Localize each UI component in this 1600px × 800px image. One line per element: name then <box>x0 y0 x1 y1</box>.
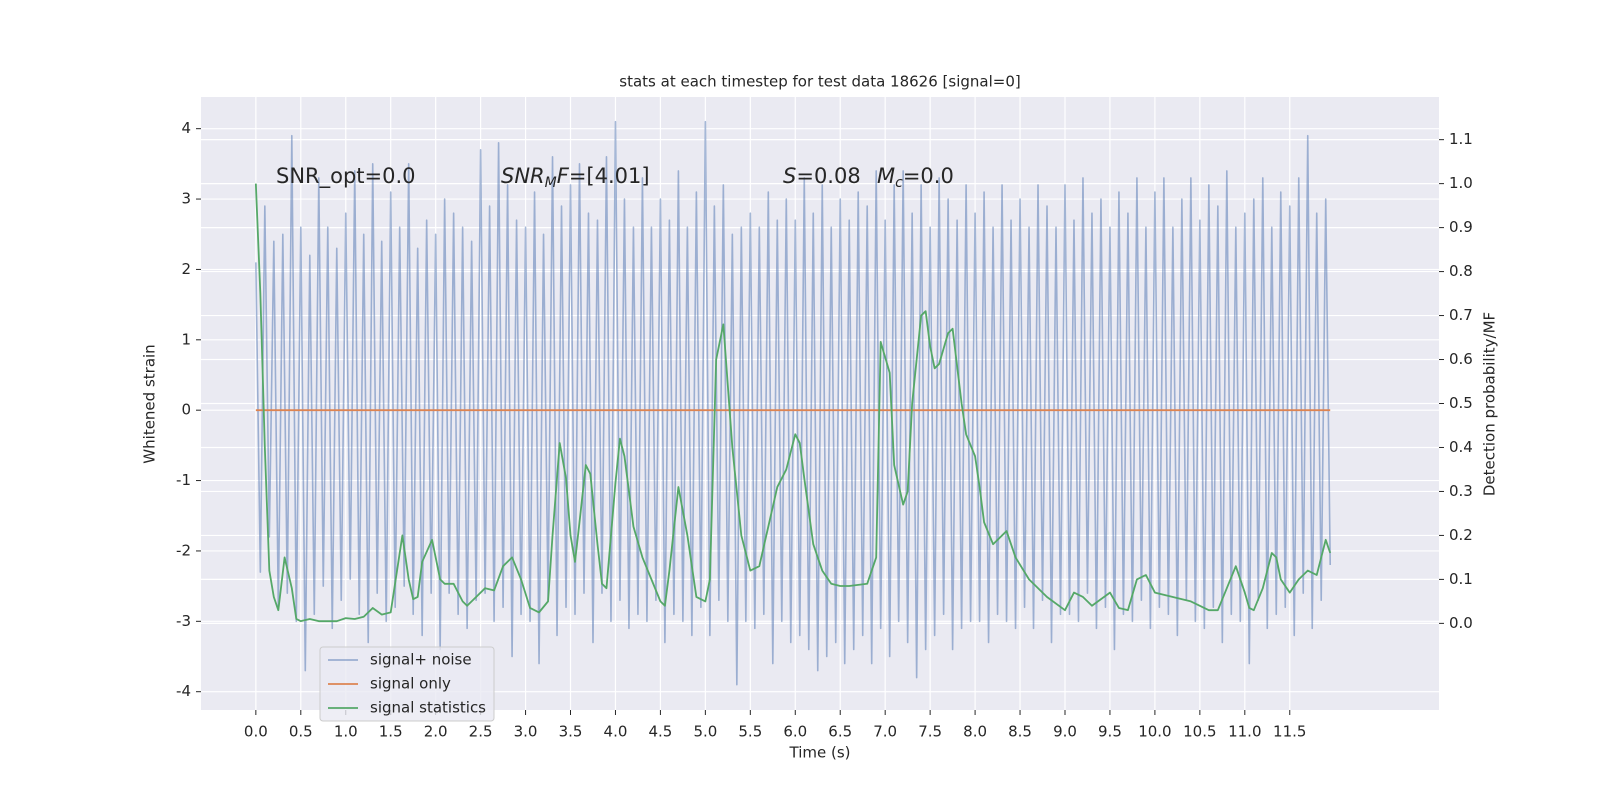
y2-tick-label: 0.6 <box>1449 350 1473 368</box>
legend-box <box>319 646 495 722</box>
legend-label: signal statistics <box>370 699 486 717</box>
series-line <box>255 120 1332 686</box>
y-tick-label: -3 <box>176 612 191 630</box>
x-tick-label: 4.5 <box>648 723 672 741</box>
y-tick-label: 1 <box>181 330 191 348</box>
y2-tick-label: 0.9 <box>1449 218 1473 236</box>
x-tick-label: 1.0 <box>334 723 358 741</box>
x-tick-label: 0.0 <box>244 723 268 741</box>
y2-tick-label: 0.5 <box>1449 394 1473 412</box>
y-tick-label: -1 <box>176 471 191 489</box>
y2-tick-label: 0.4 <box>1449 438 1473 456</box>
x-tick-label: 7.5 <box>918 723 942 741</box>
marks <box>254 120 1332 686</box>
y2-tick-label: 0.1 <box>1449 570 1473 588</box>
x-tick-label: 0.5 <box>289 723 313 741</box>
annotation-part: SNR_opt=0.0 <box>276 164 416 189</box>
y-tick-label: -4 <box>176 682 191 700</box>
legend-label: signal+ noise <box>370 651 472 669</box>
x-tick-label: 11.5 <box>1273 723 1306 741</box>
y2-tick-label: 1.1 <box>1449 130 1473 148</box>
annotation-part: c <box>895 175 903 191</box>
y-axis-label: Whitened strain <box>141 344 159 463</box>
x-tick-label: 3.5 <box>559 723 583 741</box>
annotation: SNR_opt=0.0 <box>276 164 416 189</box>
y2-axis-label: Detection probability/MF <box>1481 312 1499 496</box>
annotation: SNRMF=[4.01] <box>501 164 650 191</box>
x-tick-label: 2.0 <box>424 723 448 741</box>
x-tick-label: 9.0 <box>1053 723 1077 741</box>
x-tick-label: 8.5 <box>1008 723 1032 741</box>
x-tick-label: 10.0 <box>1138 723 1171 741</box>
annotation-part: F <box>557 164 570 188</box>
x-tick-label: 1.5 <box>379 723 403 741</box>
x-tick-label: 9.5 <box>1098 723 1122 741</box>
x-tick-label: 4.0 <box>604 723 628 741</box>
chart-title: stats at each timestep for test data 186… <box>619 73 1020 91</box>
y-tick-label: 0 <box>181 401 191 419</box>
x-tick-label: 5.5 <box>738 723 762 741</box>
x-tick-label: 8.0 <box>963 723 987 741</box>
annotation-part: M <box>545 175 557 191</box>
annotation: S=0.08 <box>783 164 861 188</box>
annotation-part: =[4.01] <box>569 164 650 188</box>
legend-label: signal only <box>370 675 451 693</box>
annotation-part: S <box>783 164 796 188</box>
x-tick-label: 6.0 <box>783 723 807 741</box>
x-tick-label: 3.0 <box>514 723 538 741</box>
annotation: Mc=0.0 <box>877 164 954 191</box>
y2-tick-label: 0.7 <box>1449 306 1473 324</box>
y-tick-label: 3 <box>181 190 191 208</box>
series-line <box>254 183 1332 623</box>
x-tick-label: 10.5 <box>1183 723 1216 741</box>
y-tick-label: 4 <box>181 119 191 137</box>
x-tick-label: 2.5 <box>469 723 493 741</box>
annotation-part: SNR <box>501 164 545 188</box>
x-tick-label: 7.0 <box>873 723 897 741</box>
y2-tick-label: 0.0 <box>1449 614 1473 632</box>
y-tick-label: -2 <box>176 541 191 559</box>
x-axis-label: Time (s) <box>789 744 851 762</box>
annotation-part: =0.0 <box>903 164 954 188</box>
annotation-part: =0.08 <box>796 164 860 188</box>
x-tick-label: 6.5 <box>828 723 852 741</box>
annotation-part: M <box>877 164 895 188</box>
x-tick-label: 5.0 <box>693 723 717 741</box>
y-tick-label: 2 <box>181 260 191 278</box>
y2-tick-label: 0.2 <box>1449 526 1473 544</box>
y2-tick-label: 0.3 <box>1449 482 1473 500</box>
x-tick-label: 11.0 <box>1228 723 1261 741</box>
axes: 0.0 0.5 1.0 1.5 2.0 2.5 3.0 3.5 4.0 4.5 5.0 5.5 6.0 6… <box>176 119 1473 740</box>
y2-tick-label: 0.8 <box>1449 262 1473 280</box>
y2-tick-label: 1.0 <box>1449 174 1473 192</box>
